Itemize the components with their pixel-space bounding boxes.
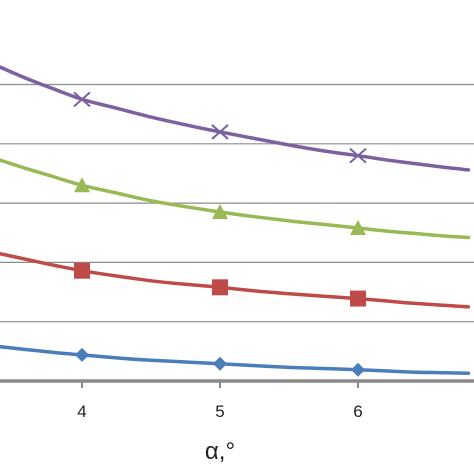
series-2-point-3: [350, 290, 366, 307]
series-3-point-3: [350, 220, 366, 236]
tick-labels: 4 5 6: [77, 402, 362, 421]
x-axis-title: α,°: [205, 438, 235, 465]
series-2-line: [0, 251, 471, 309]
x-tick-label-4: 4: [77, 402, 86, 421]
series-4-point-2: [211, 124, 229, 140]
x-tick-label-5: 5: [215, 402, 224, 421]
series-1-point-2: [213, 356, 227, 371]
series-1-point-1: [75, 347, 89, 362]
series-3-point-1: [74, 177, 90, 193]
series-group: [0, 65, 471, 377]
series-1-line: [0, 344, 471, 376]
series-2: [0, 251, 471, 309]
series-4: [0, 65, 471, 172]
series-4-point-3: [349, 147, 367, 164]
series-4-point-3-b: [349, 147, 367, 164]
series-2-point-2: [212, 279, 228, 296]
gridlines: [0, 83, 474, 323]
series-3-point-2: [212, 203, 228, 219]
series-4-line: [0, 65, 471, 172]
series-3: [0, 158, 471, 240]
series-4-point-1-b: [73, 91, 91, 108]
series-1-point-3: [351, 362, 365, 377]
x-axis: [0, 379, 474, 388]
series-4-point-1: [73, 91, 91, 108]
series-3-line: [0, 158, 471, 240]
series-4-point-2-b: [211, 124, 229, 140]
x-tick-label-6: 6: [353, 402, 362, 421]
series-2-point-1: [74, 262, 90, 279]
series-1: [0, 344, 471, 377]
